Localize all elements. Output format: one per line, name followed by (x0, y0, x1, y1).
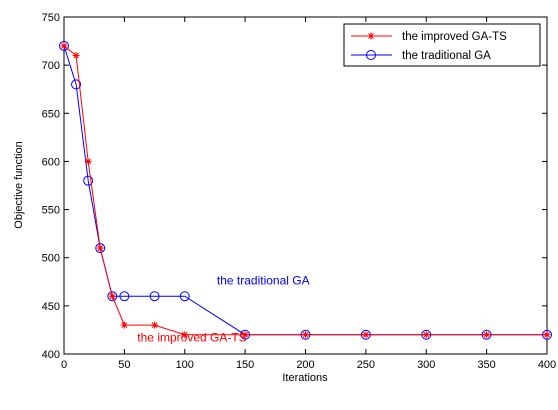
x-tick-label: 200 (296, 359, 314, 371)
data-point (59, 40, 69, 51)
data-point (95, 243, 106, 254)
x-tick-label: 250 (357, 359, 375, 371)
series-improved-ga-ts (60, 42, 551, 339)
chart-annotation: the traditional GA (217, 274, 310, 288)
data-point (60, 42, 68, 50)
legend-label-traditional: the traditional GA (402, 50, 491, 62)
y-tick-label: 650 (42, 108, 60, 120)
legend-marker-symbol (366, 50, 376, 60)
data-point (84, 157, 92, 165)
series-layer (59, 40, 552, 340)
data-point (149, 291, 160, 302)
x-tick-label: 0 (61, 359, 67, 371)
data-point (241, 331, 249, 339)
data-point (120, 321, 128, 329)
x-tick-label: 50 (118, 359, 130, 371)
x-tick-label: 100 (176, 359, 194, 371)
legend-box (343, 23, 541, 67)
y-axis-ticks: 400 450 500 550 600 650 700 750 (42, 12, 547, 361)
data-point (543, 331, 551, 339)
legend: the improved GA-TS the traditional GA (343, 23, 541, 67)
y-axis-label: Objective function (13, 141, 25, 228)
data-point (179, 291, 190, 302)
data-point (119, 291, 130, 302)
y-tick-label: 450 (42, 301, 60, 313)
data-point (422, 331, 430, 339)
x-axis-ticks: 0 50 100 150 200 250 300 350 400 (61, 17, 556, 371)
data-point (71, 79, 82, 90)
y-tick-label: 700 (42, 60, 60, 72)
legend-marker-symbol (367, 32, 375, 40)
chart-annotation: the improved GA-TS (137, 330, 246, 344)
data-point (107, 291, 118, 302)
x-tick-label: 150 (236, 359, 254, 371)
data-point (72, 52, 80, 60)
data-point (96, 244, 104, 252)
x-tick-label: 300 (417, 359, 435, 371)
x-tick-label: 350 (477, 359, 495, 371)
y-tick-label: 550 (42, 205, 60, 217)
x-tick-label: 400 (538, 359, 556, 371)
legend-marker-traditional (366, 50, 376, 60)
legend-label-improved: the improved GA-TS (402, 31, 507, 43)
y-tick-label: 400 (42, 349, 60, 361)
y-tick-label: 750 (42, 12, 60, 24)
plot-area (63, 16, 548, 355)
y-tick-label: 600 (42, 156, 60, 168)
data-point (181, 331, 189, 339)
x-axis-label: Iterations (282, 372, 328, 384)
legend-marker-improved (367, 32, 375, 40)
data-point (483, 331, 491, 339)
data-point (83, 175, 94, 186)
annotation-layer: the traditional GA the improved GA-TS (137, 274, 309, 345)
y-tick-label: 500 (42, 253, 60, 265)
data-point (302, 331, 309, 339)
data-point (151, 321, 159, 329)
data-point (362, 331, 370, 339)
series-line (63, 45, 547, 336)
data-point (108, 292, 116, 300)
